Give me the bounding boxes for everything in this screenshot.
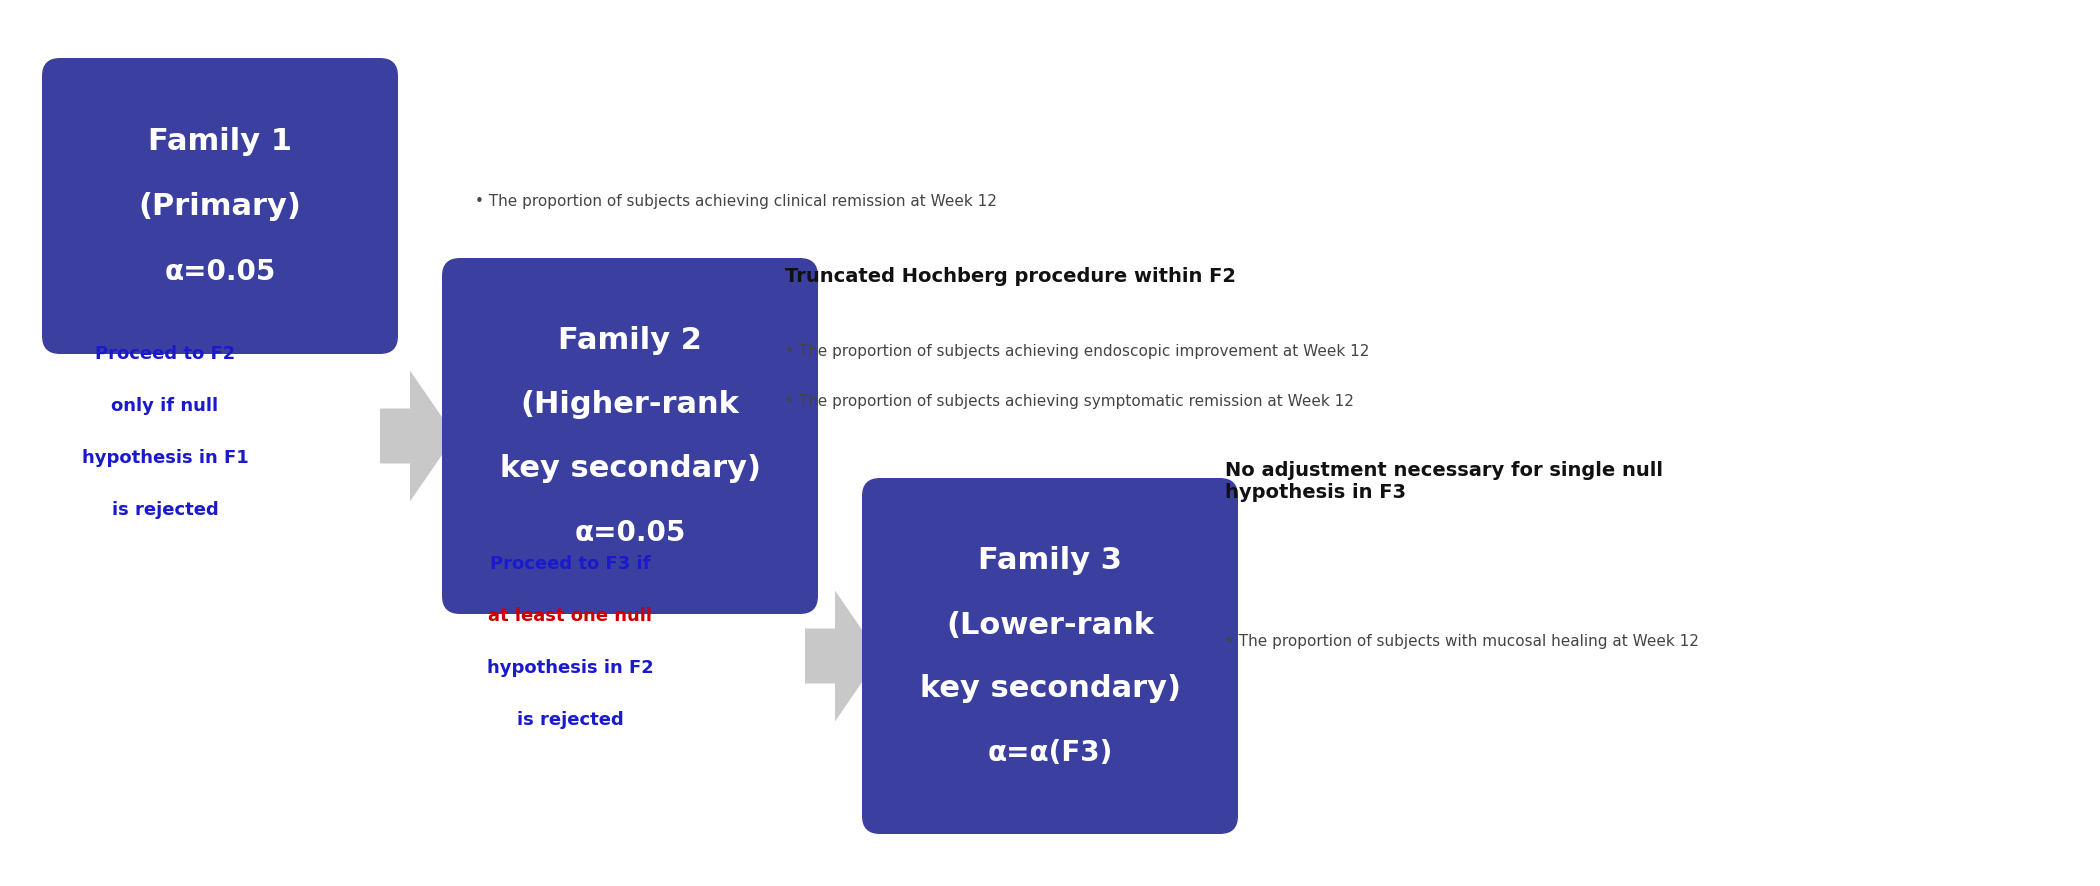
Polygon shape <box>804 591 880 722</box>
Text: Truncated Hochberg procedure within F2: Truncated Hochberg procedure within F2 <box>785 268 1237 286</box>
Text: (Lower-rank: (Lower-rank <box>945 610 1155 639</box>
Text: key secondary): key secondary) <box>500 454 760 483</box>
Text: is rejected: is rejected <box>517 711 624 728</box>
FancyBboxPatch shape <box>42 59 399 354</box>
Text: (Primary): (Primary) <box>139 192 302 222</box>
Polygon shape <box>380 371 456 502</box>
Text: α=α(F3): α=α(F3) <box>987 738 1113 766</box>
Text: • The proportion of subjects achieving endoscopic improvement at Week 12: • The proportion of subjects achieving e… <box>785 344 1369 359</box>
Text: at least one null: at least one null <box>487 606 651 625</box>
Text: α=0.05: α=0.05 <box>164 258 275 285</box>
FancyBboxPatch shape <box>441 259 819 614</box>
Text: hypothesis in F1: hypothesis in F1 <box>82 448 248 466</box>
Text: Family 2: Family 2 <box>559 326 701 355</box>
Text: is rejected: is rejected <box>111 501 218 518</box>
Text: Family 1: Family 1 <box>147 128 292 156</box>
Text: Proceed to F2: Proceed to F2 <box>94 345 235 362</box>
Text: key secondary): key secondary) <box>920 673 1180 703</box>
Text: • The proportion of subjects achieving symptomatic remission at Week 12: • The proportion of subjects achieving s… <box>785 394 1354 409</box>
Text: • The proportion of subjects with mucosal healing at Week 12: • The proportion of subjects with mucosa… <box>1224 633 1699 649</box>
FancyBboxPatch shape <box>861 478 1239 834</box>
Text: No adjustment necessary for single null
hypothesis in F3: No adjustment necessary for single null … <box>1224 461 1663 502</box>
Text: only if null: only if null <box>111 397 218 415</box>
Text: hypothesis in F2: hypothesis in F2 <box>487 658 653 676</box>
Text: Proceed to F3 if: Proceed to F3 if <box>489 555 651 572</box>
Text: α=0.05: α=0.05 <box>573 518 687 547</box>
Text: (Higher-rank: (Higher-rank <box>521 390 739 419</box>
Text: • The proportion of subjects achieving clinical remission at Week 12: • The proportion of subjects achieving c… <box>475 194 998 209</box>
Text: Family 3: Family 3 <box>979 546 1121 575</box>
